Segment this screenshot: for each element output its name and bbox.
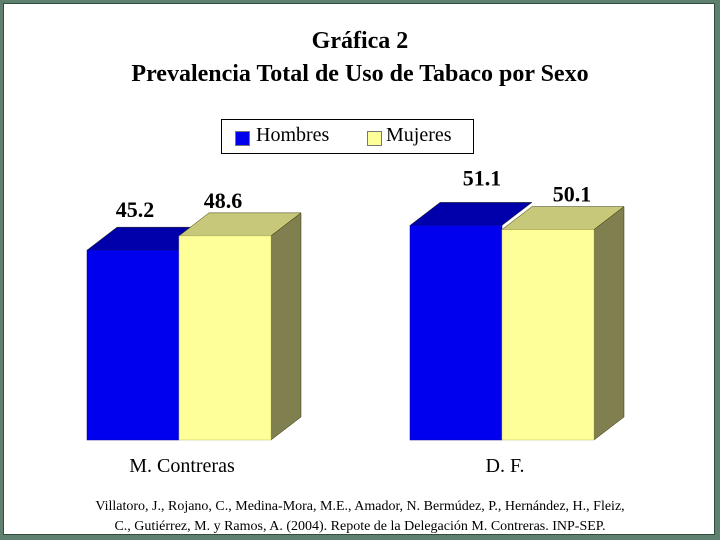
data-label-mujeres-0: 48.6 — [204, 188, 243, 213]
data-label-hombres-1: 51.1 — [463, 165, 502, 190]
bar-hombres-0 — [86, 249, 180, 441]
legend-label-mujeres: Mujeres — [386, 124, 452, 146]
legend: Hombres Mujeres — [221, 119, 474, 154]
bar-mujeres-0 — [178, 235, 272, 441]
source-line-2: C., Gutiérrez, M. y Ramos, A. (2004). Re… — [114, 519, 606, 534]
legend-swatch-hombres — [235, 131, 250, 146]
source-citation: Villatoro, J., Rojano, C., Medina-Mora, … — [4, 497, 716, 537]
chart-title: Gráfica 2 — [311, 28, 409, 54]
chart-subtitle: Prevalencia Total de Uso de Tabaco por S… — [131, 61, 589, 87]
source-line-1: Villatoro, J., Rojano, C., Medina-Mora, … — [95, 499, 625, 514]
bar-mujeres-1 — [501, 229, 595, 441]
data-label-hombres-0: 45.2 — [116, 197, 155, 222]
legend-swatch-mujeres — [367, 131, 382, 146]
bar-hombres-1 — [409, 225, 503, 441]
data-label-mujeres-1: 50.1 — [553, 182, 592, 207]
category-label-0: M. Contreras — [129, 455, 235, 477]
category-label-1: D. F. — [486, 455, 525, 477]
bar-side-mujeres-1 — [593, 206, 625, 441]
bar-side-mujeres-0 — [270, 212, 302, 441]
legend-label-hombres: Hombres — [256, 124, 330, 146]
